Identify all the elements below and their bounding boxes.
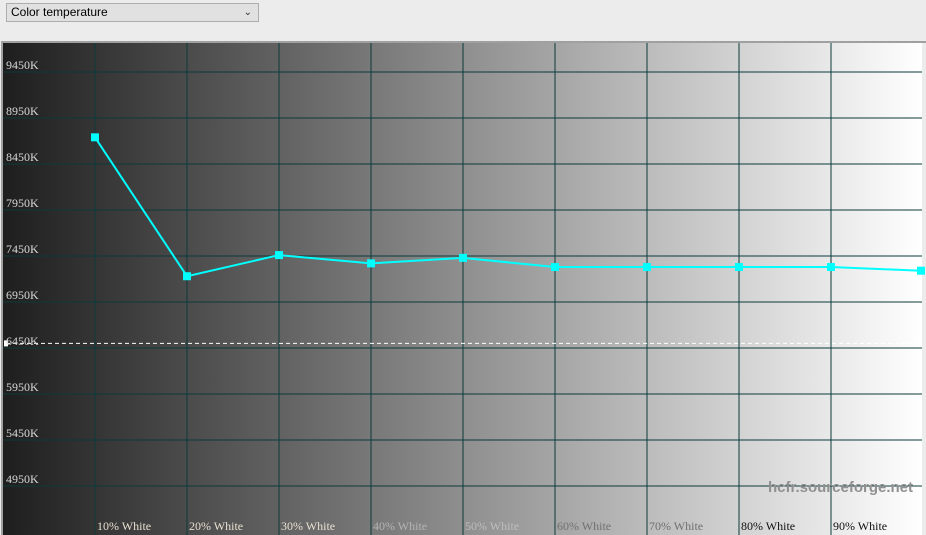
data-point-50-white xyxy=(459,253,467,262)
x-tick-label: 70% White xyxy=(649,519,703,533)
watermark: hcfr.sourceforge.net xyxy=(768,479,913,496)
y-tick-label: 7450K xyxy=(6,242,39,256)
reference-marker-left xyxy=(4,340,8,347)
y-tick-label: 4950K xyxy=(6,472,39,486)
y-tick-label: 8450K xyxy=(6,150,39,164)
x-tick-label: 80% White xyxy=(741,519,795,533)
chart-type-dropdown[interactable]: Color temperature ⌄ xyxy=(6,3,259,22)
x-tick-label: 20% White xyxy=(189,519,243,533)
x-tick-label: 50% White xyxy=(465,519,519,533)
x-tick-label: 40% White xyxy=(373,519,427,533)
chevron-down-icon: ⌄ xyxy=(243,7,252,18)
data-point-30-white xyxy=(275,251,283,260)
y-tick-label: 6450K xyxy=(6,334,39,348)
y-tick-label: 5450K xyxy=(6,426,39,440)
y-tick-label: 8950K xyxy=(6,104,39,118)
series-line xyxy=(94,136,922,278)
data-point-20-white xyxy=(183,272,191,281)
data-point-90-white xyxy=(827,263,835,272)
data-point-80-white xyxy=(735,263,743,272)
x-tick-label: 10% White xyxy=(97,519,151,533)
data-point-60-white xyxy=(551,263,559,272)
x-tick-label: 30% White xyxy=(281,519,335,533)
data-point-70-white xyxy=(643,263,651,272)
data-point-10-white xyxy=(91,133,99,142)
x-tick-label: 60% White xyxy=(557,519,611,533)
x-tick-label: 90% White xyxy=(833,519,887,533)
chart-area xyxy=(1,41,926,535)
y-tick-label: 9450K xyxy=(6,58,39,72)
y-tick-label: 5950K xyxy=(6,380,39,394)
data-point-40-white xyxy=(367,259,375,268)
y-tick-label: 6950K xyxy=(6,288,39,302)
y-tick-label: 7950K xyxy=(6,196,39,210)
data-point-100-white xyxy=(917,266,925,275)
chart-type-value: Color temperature xyxy=(11,5,108,19)
